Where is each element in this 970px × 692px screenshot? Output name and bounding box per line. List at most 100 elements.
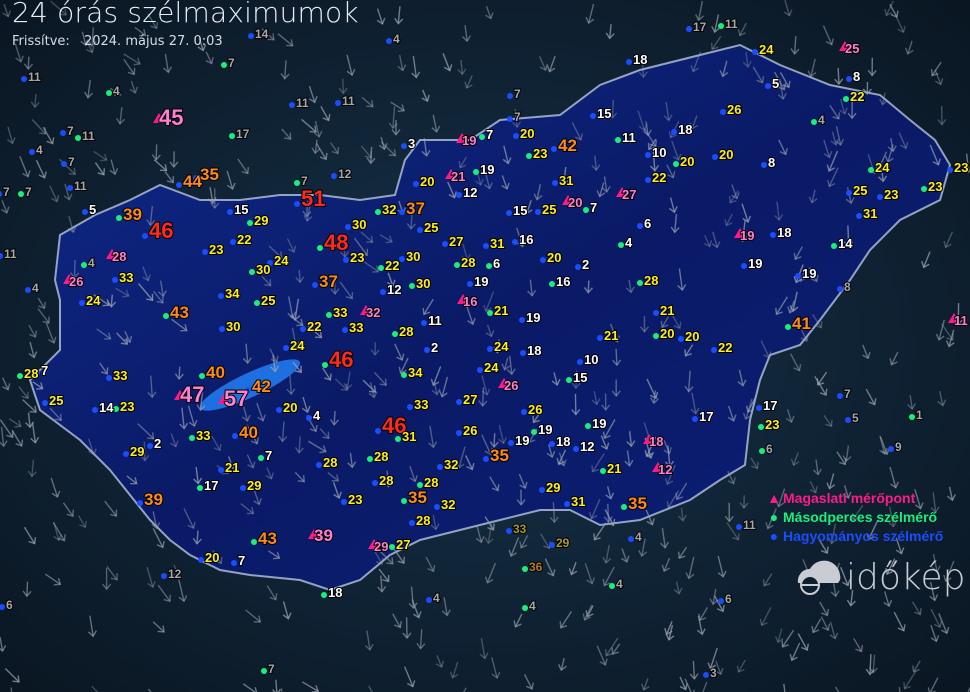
station-marker[interactable] — [686, 26, 692, 32]
station-marker[interactable] — [407, 404, 413, 410]
station-marker[interactable] — [322, 362, 328, 368]
station-marker[interactable] — [399, 256, 405, 262]
station-marker[interactable] — [520, 350, 526, 356]
station-marker[interactable] — [229, 133, 235, 139]
altitude-station-marker[interactable] — [368, 539, 380, 549]
station-marker[interactable] — [626, 59, 632, 65]
station-marker[interactable] — [711, 347, 717, 353]
station-marker[interactable] — [522, 605, 528, 611]
station-marker[interactable] — [92, 407, 98, 413]
station-marker[interactable] — [549, 281, 555, 287]
station-marker[interactable] — [795, 273, 801, 279]
station-marker[interactable] — [837, 286, 843, 292]
station-marker[interactable] — [389, 544, 395, 550]
station-marker[interactable] — [507, 116, 513, 122]
altitude-station-marker[interactable] — [948, 313, 960, 323]
station-marker[interactable] — [60, 130, 66, 136]
station-marker[interactable] — [372, 480, 378, 486]
station-marker[interactable] — [615, 137, 621, 143]
station-marker[interactable] — [637, 280, 643, 286]
station-marker[interactable] — [261, 668, 267, 674]
station-marker[interactable] — [566, 377, 572, 383]
station-marker[interactable] — [375, 428, 381, 434]
station-marker[interactable] — [575, 264, 581, 270]
station-marker[interactable] — [254, 300, 260, 306]
station-marker[interactable] — [507, 93, 513, 99]
altitude-station-marker[interactable] — [456, 133, 468, 143]
station-marker[interactable] — [454, 262, 460, 268]
station-marker[interactable] — [17, 373, 23, 379]
station-marker[interactable] — [549, 441, 555, 447]
station-marker[interactable] — [521, 409, 527, 415]
altitude-station-marker[interactable] — [218, 394, 230, 404]
station-marker[interactable] — [251, 539, 257, 545]
station-marker[interactable] — [218, 293, 224, 299]
station-marker[interactable] — [531, 429, 537, 435]
station-marker[interactable] — [312, 282, 318, 288]
altitude-station-marker[interactable] — [360, 305, 372, 315]
station-marker[interactable] — [752, 49, 758, 55]
station-marker[interactable] — [25, 287, 31, 293]
station-marker[interactable] — [193, 175, 199, 181]
station-marker[interactable] — [197, 485, 203, 491]
station-marker[interactable] — [765, 83, 771, 89]
station-marker[interactable] — [673, 161, 679, 167]
station-marker[interactable] — [82, 209, 88, 215]
altitude-station-marker[interactable] — [308, 529, 320, 539]
station-marker[interactable] — [456, 430, 462, 436]
station-marker[interactable] — [621, 504, 627, 510]
station-marker[interactable] — [116, 215, 122, 221]
station-marker[interactable] — [147, 443, 153, 449]
station-marker[interactable] — [258, 455, 264, 461]
station-marker[interactable] — [61, 161, 67, 167]
station-marker[interactable] — [483, 243, 489, 249]
altitude-station-marker[interactable] — [839, 41, 851, 51]
altitude-station-marker[interactable] — [106, 249, 118, 259]
station-marker[interactable] — [551, 146, 557, 152]
station-marker[interactable] — [947, 167, 953, 173]
station-marker[interactable] — [345, 224, 351, 230]
station-marker[interactable] — [628, 536, 634, 542]
altitude-station-marker[interactable] — [153, 113, 165, 123]
station-marker[interactable] — [758, 424, 764, 430]
station-marker[interactable] — [442, 241, 448, 247]
station-marker[interactable] — [718, 598, 724, 604]
station-marker[interactable] — [512, 239, 518, 245]
station-marker[interactable] — [163, 313, 169, 319]
station-marker[interactable] — [137, 500, 143, 506]
station-marker[interactable] — [113, 406, 119, 412]
altitude-station-marker[interactable] — [734, 228, 746, 238]
station-marker[interactable] — [597, 335, 603, 341]
station-marker[interactable] — [79, 300, 85, 306]
station-marker[interactable] — [294, 201, 300, 207]
station-marker[interactable] — [300, 326, 306, 332]
station-marker[interactable] — [409, 283, 415, 289]
station-marker[interactable] — [367, 456, 373, 462]
station-marker[interactable] — [283, 345, 289, 351]
station-marker[interactable] — [0, 253, 3, 259]
station-marker[interactable] — [846, 190, 852, 196]
station-marker[interactable] — [508, 440, 514, 446]
station-marker[interactable] — [142, 233, 148, 239]
station-marker[interactable] — [176, 182, 182, 188]
station-marker[interactable] — [231, 560, 237, 566]
altitude-station-marker[interactable] — [562, 195, 574, 205]
station-marker[interactable] — [21, 76, 27, 82]
station-marker[interactable] — [18, 191, 24, 197]
station-marker[interactable] — [909, 414, 915, 420]
station-marker[interactable] — [401, 372, 407, 378]
idokep-logo[interactable]: időkép — [790, 553, 965, 601]
station-marker[interactable] — [409, 520, 415, 526]
station-marker[interactable] — [618, 242, 624, 248]
station-marker[interactable] — [856, 213, 862, 219]
station-marker[interactable] — [0, 604, 5, 610]
station-marker[interactable] — [123, 451, 129, 457]
station-marker[interactable] — [513, 133, 519, 139]
altitude-station-marker[interactable] — [643, 434, 655, 444]
station-marker[interactable] — [837, 393, 843, 399]
station-marker[interactable] — [227, 209, 233, 215]
station-marker[interactable] — [573, 446, 579, 452]
station-marker[interactable] — [67, 185, 73, 191]
station-marker[interactable] — [467, 281, 473, 287]
station-marker[interactable] — [479, 134, 485, 140]
